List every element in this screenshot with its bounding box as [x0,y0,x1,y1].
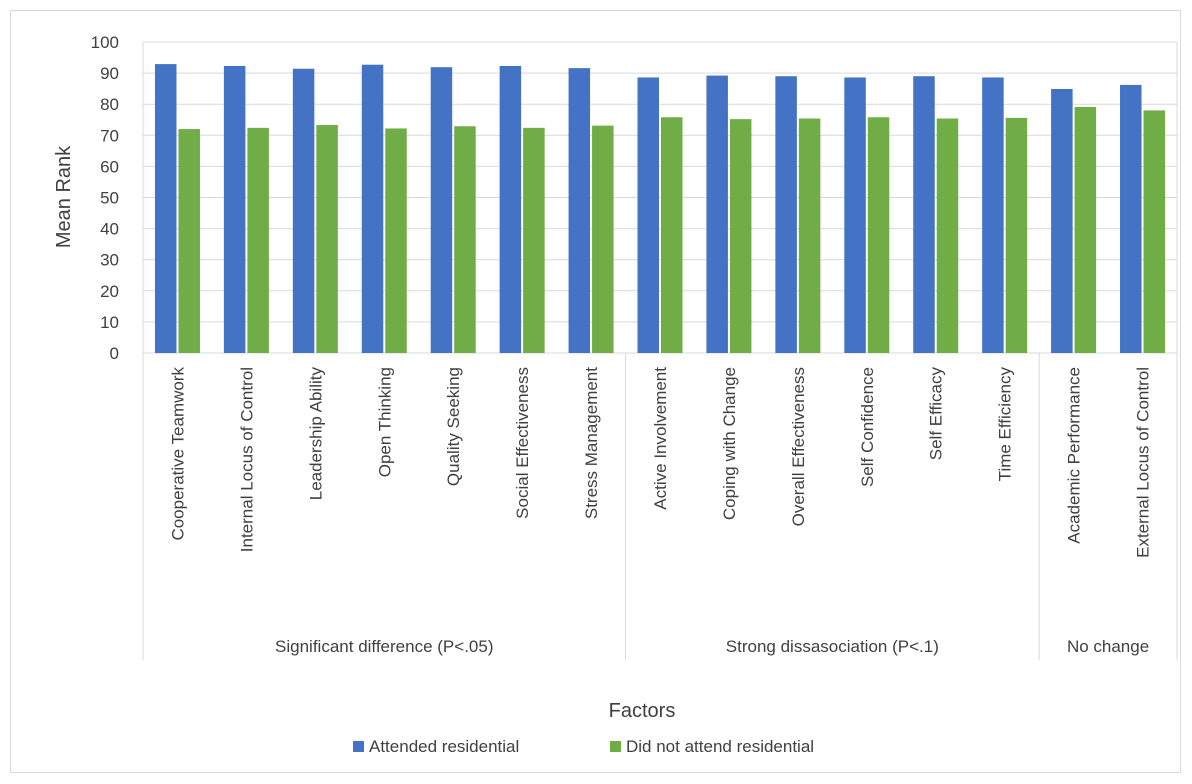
bar-not-attended [798,118,821,353]
bar-attended [154,64,177,354]
category-label: Time Efficiency [996,367,1015,482]
bar-not-attended [729,119,752,354]
category-label: External Locus of Control [1134,367,1153,558]
category-label: Self Efficacy [927,367,946,461]
category-label: Active Involvement [651,367,670,510]
bar-not-attended [385,128,407,353]
bar-not-attended [592,125,614,353]
x-axis-title: Factors [609,700,676,722]
bar-not-attended [1005,117,1028,353]
y-tick-label: 50 [100,189,119,208]
y-tick-label: 30 [100,251,119,270]
category-labels: Cooperative Teamwork Internal Locus of Co… [168,367,1152,558]
gridlines [142,41,1178,660]
legend-swatch [610,741,621,752]
legend-label: Did not attend residential [626,737,814,756]
bar-attended [706,75,728,353]
bar-attended [1120,84,1142,353]
bar-attended [361,64,384,353]
y-tick-label: 80 [100,95,119,114]
bar-attended [844,77,866,353]
bar-attended [637,77,659,353]
y-tick-label: 10 [100,313,119,332]
bar-not-attended [454,126,476,353]
category-label: Internal Locus of Control [237,367,256,552]
y-tick-label: 90 [100,64,119,83]
bar-not-attended [316,125,338,353]
group-label: Significant difference (P<.05) [275,637,493,656]
y-tick-label: 20 [100,282,119,301]
category-label: Social Effectiveness [513,367,532,519]
bar-attended [292,68,315,353]
y-tick-label: 60 [100,157,119,176]
category-label: Academic Performance [1065,367,1084,544]
bar-not-attended [178,129,200,353]
bar-not-attended [247,127,269,353]
bar-attended [775,76,797,354]
y-tick-label: 40 [100,220,119,239]
category-label: Stress Management [582,367,601,519]
category-label: Quality Seeking [444,367,463,486]
group-label: Strong dissasociation (P<.1) [726,637,939,656]
legend-swatch [353,741,364,752]
category-label: Overall Effectiveness [789,367,808,526]
bars [154,64,1166,354]
group-labels: Significant difference (P<.05) Strong dis… [275,353,1149,660]
bar-not-attended [523,127,545,353]
category-label: Cooperative Teamwork [168,367,187,541]
y-tick-label: 70 [100,126,119,145]
y-axis-title: Mean Rank [53,145,75,248]
y-tick-label: 100 [91,33,119,52]
y-tick-labels: 0 10 20 30 40 50 60 70 80 90 100 [91,33,119,363]
bar-attended [982,77,1004,353]
bar-not-attended [867,117,890,354]
bar-not-attended [1143,110,1166,353]
bar-attended [1051,88,1073,353]
legend: Attended residential Did not attend resid… [353,737,814,756]
category-label: Open Thinking [375,367,394,477]
category-label: Leadership Ability [306,367,325,501]
category-label: Self Confidence [858,367,877,487]
bar-not-attended [661,117,683,354]
chart-frame [10,10,1181,773]
group-label: No change [1067,637,1149,656]
legend-label: Attended residential [369,737,519,756]
bar-not-attended [936,118,959,353]
bar-attended [499,65,522,354]
category-label: Coping with Change [720,367,739,520]
bar-attended [913,76,935,354]
bar-attended [223,65,246,354]
bar-attended [430,67,453,353]
bar-attended [568,68,591,354]
y-tick-label: 0 [110,344,119,363]
bar-not-attended [1074,106,1097,354]
